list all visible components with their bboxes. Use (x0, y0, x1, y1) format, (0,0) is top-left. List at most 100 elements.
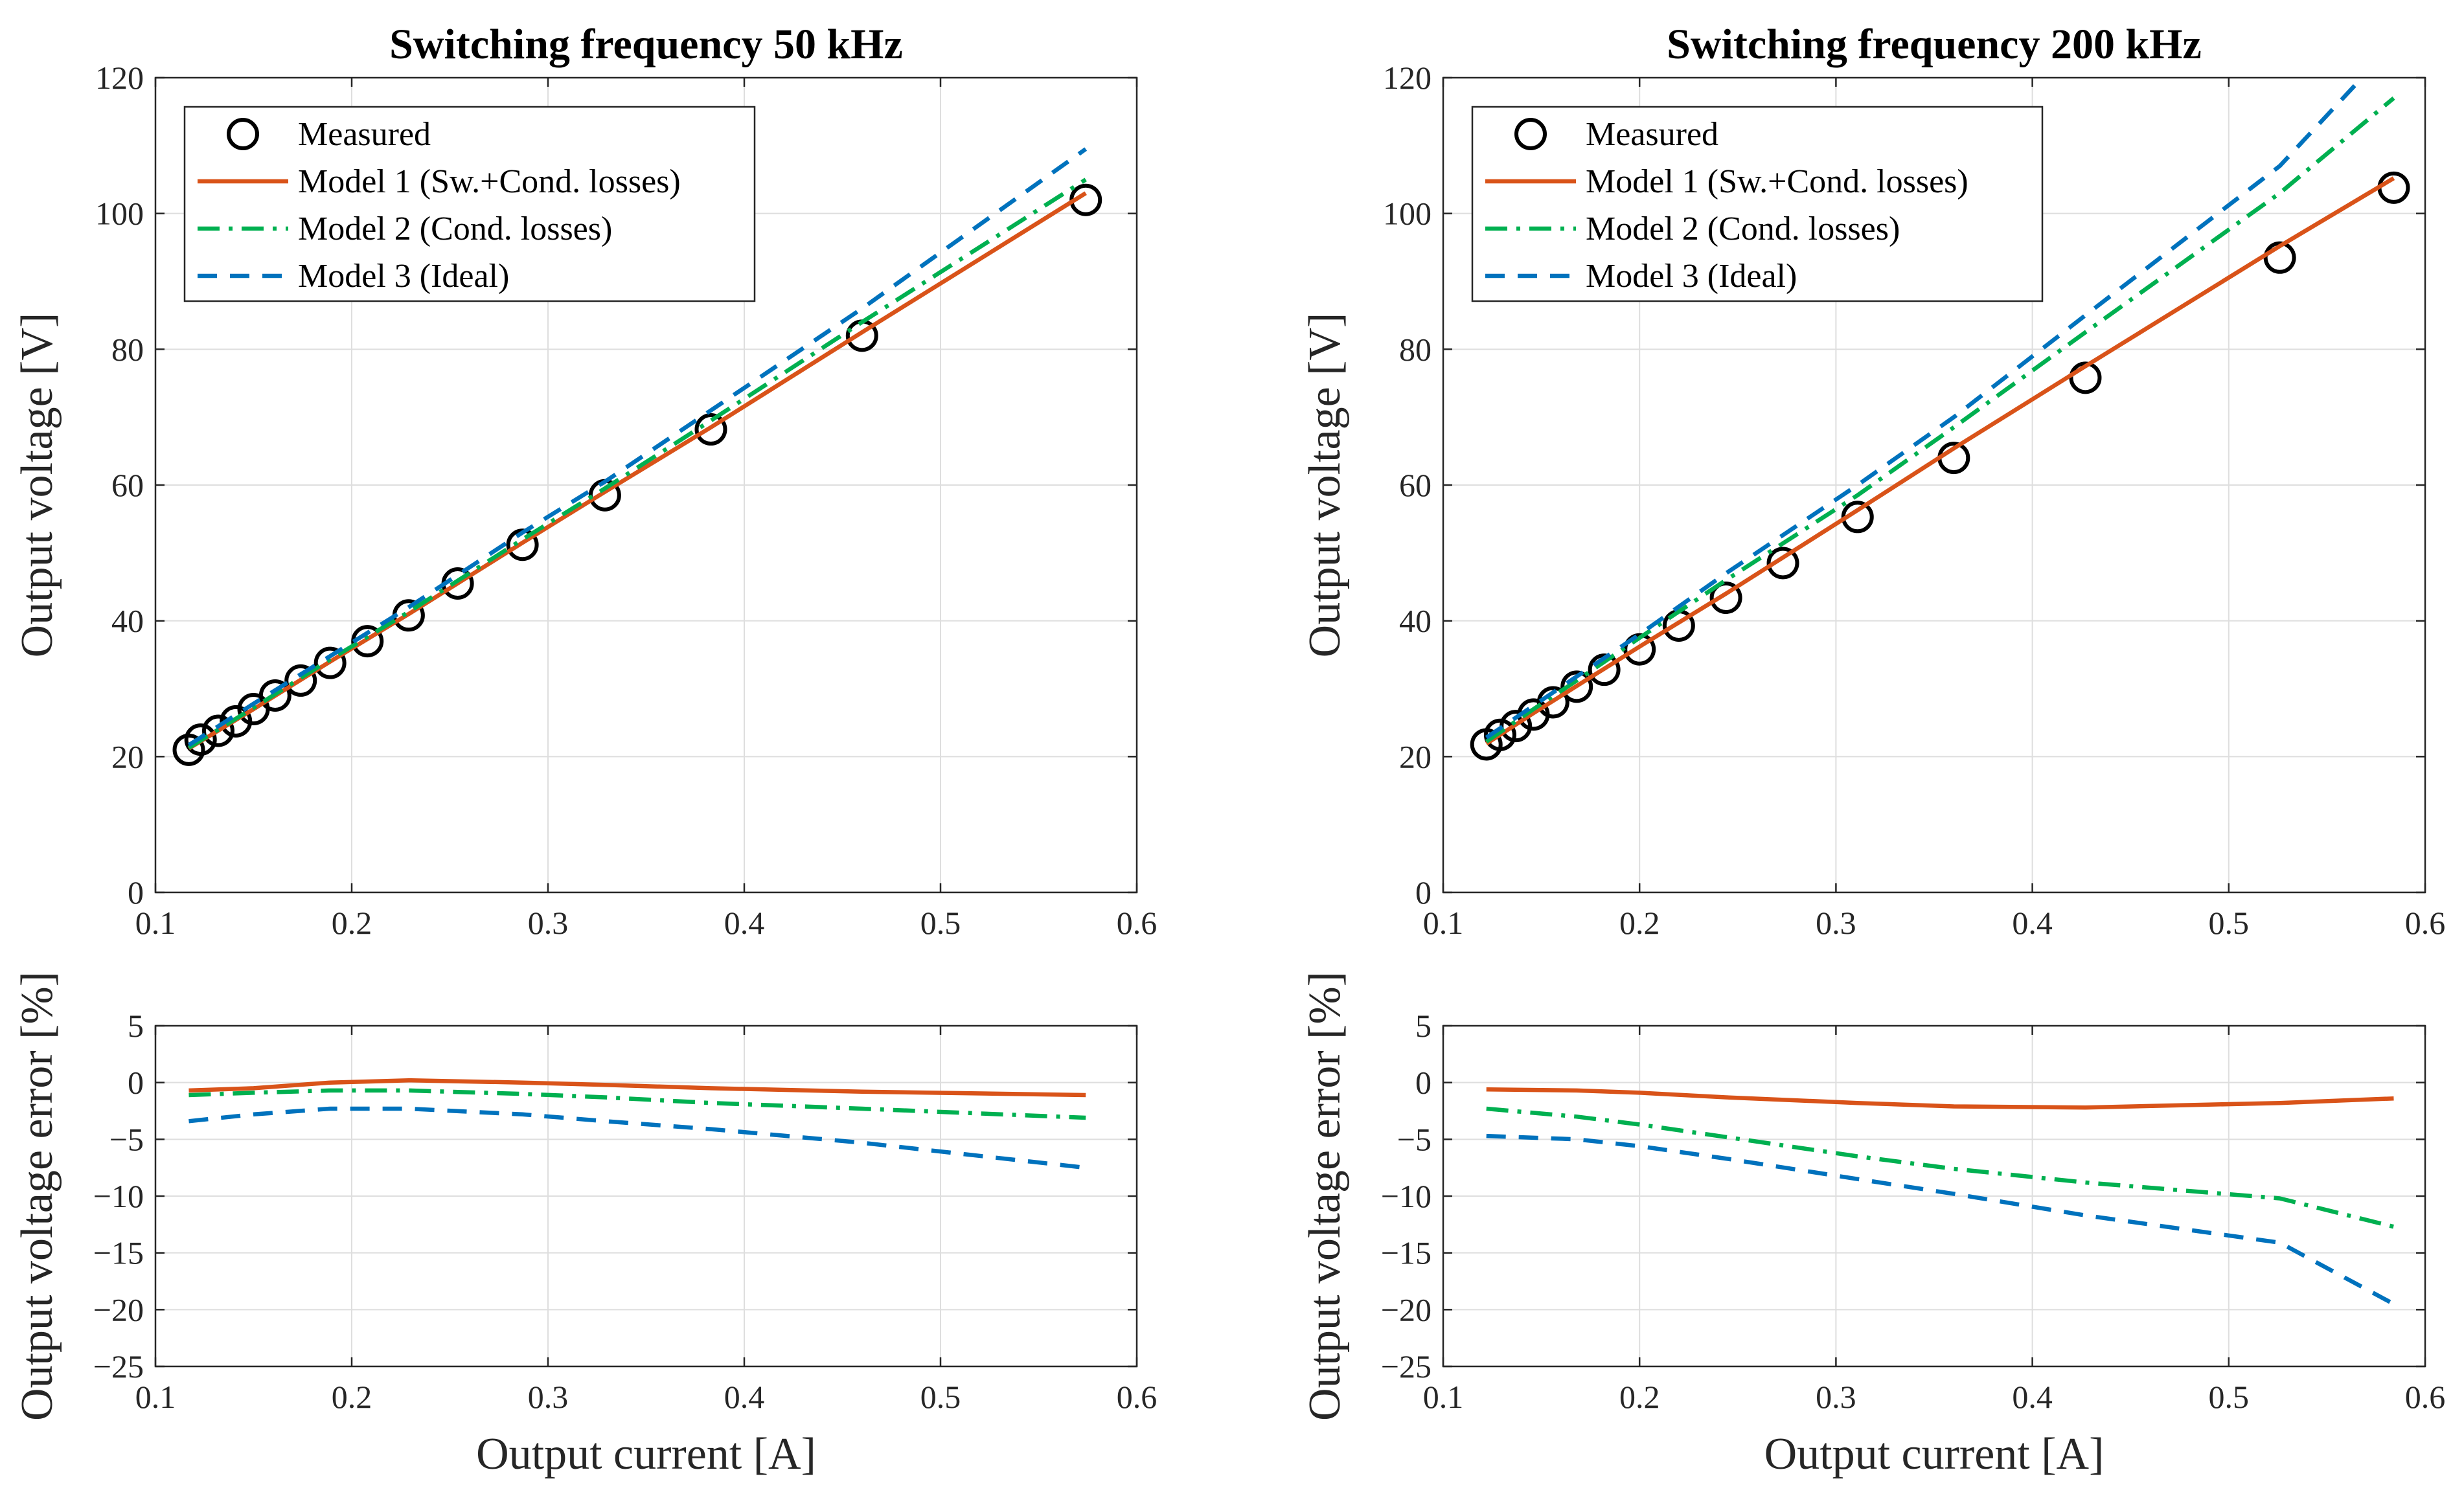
y-tick-label: 0 (128, 874, 144, 911)
measured-point (2069, 361, 2102, 394)
y-tick-label: −15 (1381, 1235, 1432, 1271)
x-tick-label: 0.2 (1619, 1379, 1660, 1415)
legend-item: Model 1 (Sw.+Cond. losses) (1485, 163, 1968, 200)
x-tick-label: 0.4 (724, 905, 765, 941)
x-tick-label: 0.1 (135, 1379, 176, 1415)
measured-point (184, 723, 217, 756)
x-tick-label: 0.4 (2012, 1379, 2053, 1415)
legend-label: Model 3 (Ideal) (298, 258, 509, 295)
legend: Measured Model 1 (Sw.+Cond. losses) Model … (1471, 106, 2044, 302)
y-tick-label: 100 (1383, 196, 1432, 232)
legend-item: Model 2 (Cond. losses) (198, 210, 612, 247)
x-tick-label: 0.3 (528, 1379, 569, 1415)
legend-item: Model 1 (Sw.+Cond. losses) (198, 163, 681, 200)
measured-point (694, 413, 727, 446)
y-tick-label: −20 (1381, 1291, 1432, 1328)
y-tick-label: −10 (1381, 1178, 1432, 1214)
axes-top-left: 0.1 0.2 0.3 0.4 0.5 0.6 0 20 40 60 80 100 120 Switchi… (12, 21, 1157, 941)
y-tick-label: −5 (109, 1121, 144, 1157)
axes-frame (1442, 1024, 2426, 1368)
x-tick-label: 0.2 (332, 905, 372, 941)
measured-point (1560, 670, 1593, 703)
series-model-3-ideal-line (1485, 78, 2366, 740)
y-tick-label: −5 (1397, 1121, 1432, 1157)
y-tick-label: 80 (1399, 331, 1432, 367)
y-tick-label: −10 (93, 1178, 144, 1214)
series-model-2-cond-losses-line (1485, 96, 2395, 743)
legend-box (1471, 106, 2044, 302)
y-tick-label: 5 (128, 1008, 144, 1044)
measured-point (201, 714, 234, 747)
y-tick-label: 5 (1415, 1008, 1432, 1044)
series-model-3-ideal-line (1486, 1133, 2395, 1306)
chart-title: Switching frequency 200 kHz (1667, 21, 2202, 68)
y-tick-label: −20 (93, 1291, 144, 1328)
legend-label: Model 1 (Sw.+Cond. losses) (298, 163, 681, 200)
legend-label: Measured (298, 116, 431, 153)
y-tick-label: −15 (93, 1235, 144, 1271)
x-axis-label: Output current [A] (1764, 1429, 2105, 1479)
y-tick-label: 80 (111, 331, 144, 367)
x-tick-label: 0.1 (135, 905, 176, 941)
x-tick-label: 0.4 (2012, 905, 2053, 941)
legend-marker (1514, 118, 1547, 150)
x-tick-label: 0.3 (1816, 905, 1856, 941)
y-tick-label: 0 (1415, 1065, 1432, 1101)
x-axis-label: Output current [A] (476, 1429, 816, 1479)
x-tick-label: 0.5 (920, 1379, 961, 1415)
y-tick-label: −25 (1381, 1348, 1432, 1385)
legend-item: Measured (1514, 116, 1718, 153)
y-tick-label: 40 (111, 603, 144, 639)
legend-marker (227, 118, 259, 150)
x-tick-label: 0.6 (2405, 905, 2446, 941)
y-tick-label: 20 (1399, 738, 1432, 775)
x-tick-label: 0.6 (1117, 1379, 1158, 1415)
x-tick-label: 0.2 (1619, 905, 1660, 941)
y-tick-label: 60 (1399, 467, 1432, 503)
series-model-2-cond-losses-line (1486, 1106, 2395, 1229)
series-model-2-cond-losses-line (188, 1088, 1086, 1120)
x-tick-label: 0.1 (1423, 1379, 1464, 1415)
axes-frame (154, 1024, 1138, 1368)
series-model-1-sw-cond-losses-line (1486, 1087, 2394, 1110)
series-model-3-ideal-line (188, 1106, 1086, 1170)
y-tick-label: 60 (111, 467, 144, 503)
x-tick-label: 0.4 (724, 1379, 765, 1415)
chart-title: Switching frequency 50 kHz (389, 21, 903, 68)
measured-point (284, 664, 317, 697)
measured-point (258, 679, 291, 712)
y-tick-label: 100 (95, 196, 144, 232)
x-tick-label: 0.3 (1816, 1379, 1856, 1415)
y-axis-label: Output voltage [V] (1300, 313, 1350, 658)
y-tick-label: 0 (128, 1065, 144, 1101)
x-tick-label: 0.6 (2405, 1379, 2446, 1415)
y-axis-label: Output voltage [V] (12, 313, 62, 658)
x-tick-label: 0.2 (332, 1379, 372, 1415)
y-axis-label: Output voltage error [%] (1300, 971, 1350, 1421)
axes-frame (154, 76, 1138, 894)
legend-label: Model 1 (Sw.+Cond. losses) (1586, 163, 1968, 200)
y-tick-label: −25 (93, 1348, 144, 1385)
legend-box (183, 106, 756, 302)
y-tick-label: 120 (1383, 60, 1432, 96)
series-model-2-cond-losses-line (187, 177, 1087, 750)
legend-item: Model 2 (Cond. losses) (1485, 210, 1900, 247)
legend-item: Model 3 (Ideal) (1485, 258, 1797, 295)
x-tick-label: 0.6 (1117, 905, 1158, 941)
series-model-1-sw-cond-losses-line (1485, 176, 2395, 746)
series-model-1-sw-cond-losses-line (188, 1078, 1086, 1098)
measured-point (314, 646, 347, 679)
measured-point (1766, 547, 1799, 580)
legend-label: Model 2 (Cond. losses) (1586, 210, 1900, 247)
y-tick-label: 0 (1415, 874, 1432, 911)
y-axis-label: Output voltage error [%] (12, 971, 62, 1421)
y-tick-label: 20 (111, 738, 144, 775)
legend-item: Model 3 (Ideal) (198, 258, 509, 295)
x-tick-label: 0.5 (2209, 905, 2250, 941)
x-tick-label: 0.3 (528, 905, 569, 941)
y-tick-label: 40 (1399, 603, 1432, 639)
axes-frame (1442, 76, 2426, 894)
legend-label: Measured (1586, 116, 1718, 153)
axes-bottom-right: 0.1 0.2 0.3 0.4 0.5 0.6 −25 −20 −15 −10 −5 0 5 Output… (1300, 971, 2445, 1479)
axes-top-right: 0.1 0.2 0.3 0.4 0.5 0.6 0 20 40 60 80 100 120 Switchi… (1300, 21, 2445, 941)
